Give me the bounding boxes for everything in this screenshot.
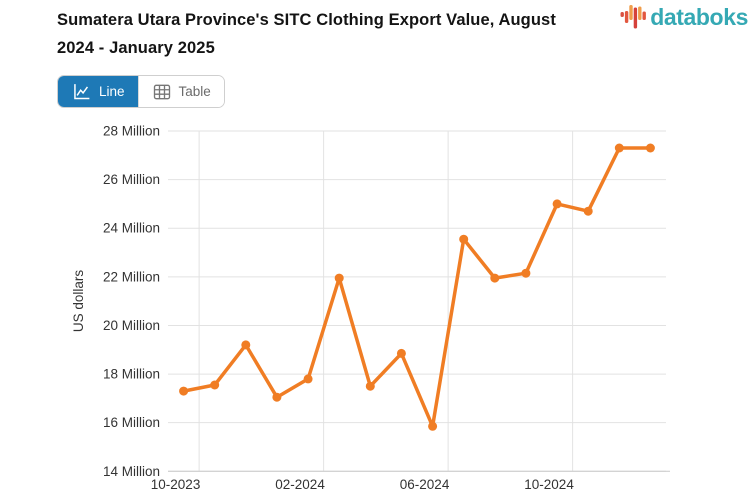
data-point[interactable] [552,199,562,209]
y-axis-tick-label: 16 Million [103,415,160,430]
data-point[interactable] [459,234,469,244]
x-axis-tick-label: 02-2024 [275,477,325,492]
data-point[interactable] [490,273,500,283]
line-chart-icon [74,84,90,100]
table-view-button[interactable]: Table [137,76,224,107]
data-point[interactable] [241,340,251,350]
data-point[interactable] [272,392,282,402]
y-axis-tick-label: 26 Million [103,172,160,187]
y-axis-tick-label: 22 Million [103,269,160,284]
databoks-logo-text: databoks [650,3,748,30]
table-view-label: Table [178,84,211,99]
x-axis-tick-label: 10-2023 [151,477,201,492]
data-point[interactable] [428,421,438,431]
page-title-line1: Sumatera Utara Province's SITC Clothing … [57,11,556,29]
data-point[interactable] [614,143,624,153]
data-point[interactable] [396,348,406,358]
y-axis-tick-label: 14 Million [103,464,160,479]
data-point[interactable] [583,206,593,216]
data-point[interactable] [210,380,220,390]
data-point[interactable] [365,381,375,391]
line-series [181,146,653,429]
y-axis-title: US dollars [71,270,86,333]
y-axis-tick-label: 18 Million [103,367,160,382]
databoks-logo[interactable]: databoks [620,3,748,31]
table-icon [153,84,170,99]
data-point[interactable] [521,268,531,278]
page-title-line2: 2024 - January 2025 [57,38,215,57]
y-axis-tick-label: 24 Million [103,221,160,236]
x-axis-tick-label: 10-2024 [524,477,574,492]
data-point[interactable] [334,273,344,283]
data-point[interactable] [303,374,313,384]
page-title: Sumatera Utara Province's SITC Clothing … [57,7,657,62]
view-toggle: Line Table [57,75,225,108]
x-axis-tick-label: 06-2024 [400,477,450,492]
line-view-button[interactable]: Line [58,76,138,107]
line-view-label: Line [99,84,125,99]
data-point[interactable] [179,386,189,396]
data-point[interactable] [645,143,655,153]
y-axis-tick-label: 28 Million [103,124,160,139]
y-axis-tick-label: 20 Million [103,318,160,333]
databoks-bars-icon [620,5,647,29]
